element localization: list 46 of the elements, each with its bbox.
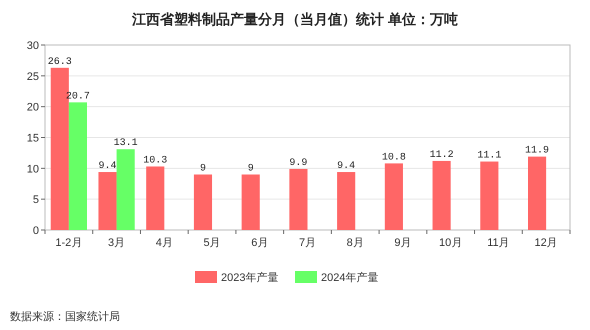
bar [242, 174, 260, 230]
x-tick-label: 3月 [108, 237, 126, 249]
data-label: 9.4 [337, 161, 356, 172]
data-label: 9 [200, 164, 206, 174]
data-label: 9.9 [289, 158, 308, 169]
bar [289, 168, 308, 230]
x-tick-label: 1-2月 [55, 237, 82, 249]
x-tick-label: 12月 [534, 237, 558, 249]
data-label: 11.1 [477, 150, 502, 162]
data-label: 10.8 [382, 152, 406, 164]
bar [337, 172, 356, 230]
bar [480, 162, 498, 230]
bar [194, 174, 212, 230]
y-tick-label: 20 [26, 102, 39, 114]
bar [98, 172, 117, 230]
data-label: 26.3 [48, 56, 72, 68]
data-label: 11.2 [430, 150, 454, 161]
bar [432, 160, 451, 230]
y-tick-label: 0 [32, 225, 39, 237]
bar [528, 156, 546, 230]
data-label: 9.4 [98, 161, 117, 172]
data-label: 10.3 [143, 155, 168, 166]
legend-label: 2024年产量 [321, 271, 378, 284]
x-tick-label: 11月 [487, 237, 510, 249]
x-tick-label: 4月 [156, 237, 173, 249]
y-tick-label: 25 [26, 70, 39, 83]
bar [146, 166, 164, 230]
x-tick-label: 8月 [346, 237, 364, 249]
bar [384, 163, 403, 230]
data-label: 13.1 [114, 138, 138, 150]
y-tick-label: 30 [26, 40, 39, 52]
bar [116, 149, 135, 230]
chart-title: 江西省塑料制品产量分月（当月值）统计 单位：万吨 [131, 11, 458, 27]
x-tick-label: 5月 [203, 237, 221, 249]
source-note: 数据来源：国家统计局 [10, 310, 120, 323]
y-tick-label: 15 [26, 132, 39, 144]
y-tick-label: 5 [32, 194, 39, 206]
data-label: 11.9 [525, 146, 550, 157]
x-tick-label: 10月 [439, 237, 462, 249]
x-tick-label: 7月 [298, 237, 316, 249]
legend-label: 2023年产量 [221, 271, 278, 284]
x-tick-label: 6月 [251, 237, 268, 249]
y-tick-label: 10 [26, 163, 39, 176]
x-tick-label: 9月 [394, 237, 412, 249]
data-label: 9 [248, 164, 254, 174]
bar [68, 102, 87, 230]
